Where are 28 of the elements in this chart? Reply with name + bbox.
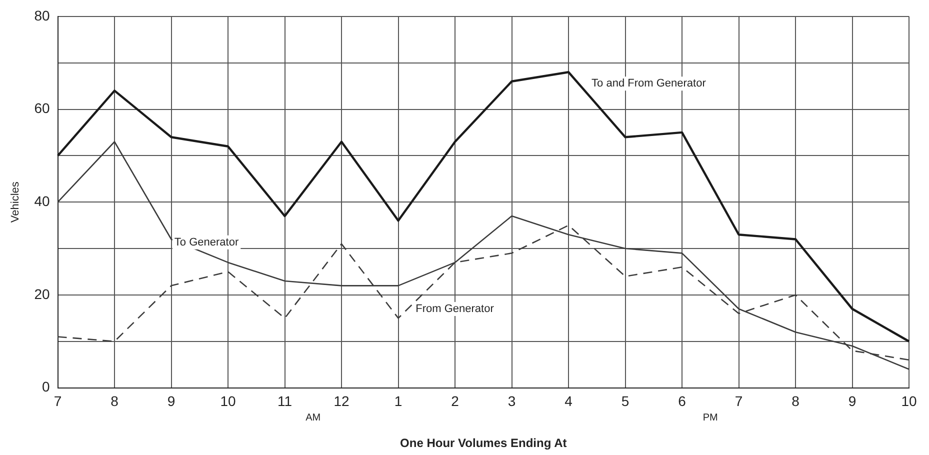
series-label: To and From Generator — [592, 78, 706, 90]
x-tick-label: 3 — [508, 393, 516, 410]
x-tick-label: 4 — [564, 393, 573, 410]
x-tick-label: 11 — [277, 393, 292, 410]
series-label: From Generator — [416, 303, 494, 316]
x-tick-label: 5 — [621, 393, 630, 410]
series-label: To Generator — [174, 236, 239, 248]
text: AM — [306, 412, 321, 424]
x-tick-label: 8 — [110, 393, 119, 410]
x-tick-label: 1 — [394, 393, 402, 410]
x-tick-label: 12 — [334, 393, 350, 410]
x-tick-label: 7 — [54, 393, 62, 410]
x-tick-label: 9 — [167, 393, 176, 410]
y-tick-label: 0 — [42, 378, 50, 395]
y-tick-label: 60 — [34, 100, 50, 116]
x-axis-title: One Hour Volumes Ending At — [400, 436, 567, 450]
y-axis-title: Vehicles — [10, 181, 22, 223]
text: PM — [702, 412, 718, 424]
x-tick-label: 2 — [451, 393, 460, 410]
x-tick-label: 7 — [734, 393, 743, 410]
y-tick-label: 40 — [34, 192, 50, 209]
x-tick-label: 9 — [848, 393, 856, 410]
x-tick-label: 8 — [792, 393, 800, 410]
x-tick-label: 10 — [220, 393, 236, 410]
y-tick-label: 20 — [34, 286, 50, 302]
y-tick-label: 80 — [34, 7, 50, 24]
x-tick-label: 6 — [678, 393, 686, 410]
x-tick-label: 10 — [901, 393, 917, 410]
